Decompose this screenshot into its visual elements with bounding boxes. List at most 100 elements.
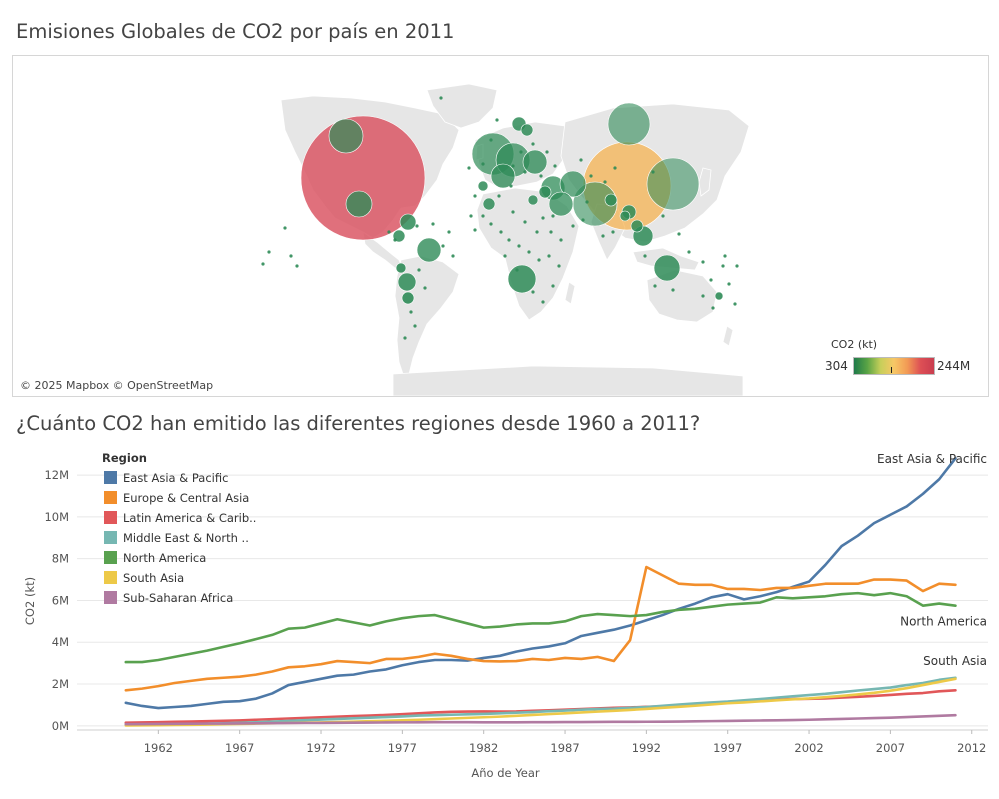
country-bubble[interactable] — [523, 220, 527, 224]
legend-item-label[interactable]: East Asia & Pacific — [123, 471, 228, 485]
country-bubble[interactable] — [397, 272, 417, 292]
country-bubble[interactable] — [517, 244, 521, 248]
country-bubble[interactable] — [399, 213, 417, 231]
country-bubble[interactable] — [653, 254, 681, 282]
country-bubble[interactable] — [473, 194, 477, 198]
country-bubble[interactable] — [604, 193, 618, 207]
country-bubble[interactable] — [571, 224, 575, 228]
legend-item-label[interactable]: Europe & Central Asia — [123, 491, 249, 505]
country-bubble[interactable] — [511, 164, 515, 168]
country-bubble[interactable] — [613, 166, 617, 170]
legend-swatch[interactable] — [104, 591, 117, 604]
country-bubble[interactable] — [417, 268, 421, 272]
country-bubble[interactable] — [653, 284, 657, 288]
country-bubble[interactable] — [509, 184, 513, 188]
country-bubble[interactable] — [547, 254, 551, 258]
country-bubble[interactable] — [289, 254, 293, 258]
legend-swatch[interactable] — [104, 531, 117, 544]
country-bubble[interactable] — [661, 214, 665, 218]
series-line-europe-central-asia[interactable] — [124, 565, 957, 692]
country-bubble[interactable] — [643, 254, 647, 258]
country-bubble[interactable] — [520, 123, 534, 137]
country-bubble[interactable] — [539, 174, 543, 178]
country-bubble[interactable] — [531, 142, 535, 146]
country-bubble[interactable] — [495, 118, 499, 122]
country-bubble[interactable] — [490, 163, 516, 189]
country-bubble[interactable] — [519, 150, 523, 154]
country-bubble[interactable] — [527, 194, 539, 206]
country-bubble[interactable] — [523, 170, 527, 174]
country-bubble[interactable] — [403, 336, 407, 340]
country-bubble[interactable] — [549, 230, 553, 234]
country-bubble[interactable] — [261, 262, 265, 266]
country-bubble[interactable] — [687, 250, 691, 254]
country-bubble[interactable] — [489, 222, 493, 226]
country-bubble[interactable] — [603, 180, 607, 184]
legend-swatch[interactable] — [104, 551, 117, 564]
country-bubble[interactable] — [328, 118, 364, 154]
country-bubble[interactable] — [416, 237, 442, 263]
country-bubble[interactable] — [589, 174, 593, 178]
country-bubble[interactable] — [677, 232, 681, 236]
country-bubble[interactable] — [630, 219, 644, 233]
legend-item-label[interactable]: Middle East & North .. — [123, 531, 249, 545]
country-bubble[interactable] — [709, 278, 713, 282]
country-bubble[interactable] — [548, 191, 574, 217]
country-bubble[interactable] — [489, 138, 493, 142]
country-bubble[interactable] — [601, 234, 605, 238]
legend-swatch[interactable] — [104, 511, 117, 524]
legend-swatch[interactable] — [104, 491, 117, 504]
country-bubble[interactable] — [701, 294, 705, 298]
country-bubble[interactable] — [511, 210, 515, 214]
country-bubble[interactable] — [541, 216, 545, 220]
country-bubble[interactable] — [727, 282, 731, 286]
country-bubble[interactable] — [541, 300, 545, 304]
country-bubble[interactable] — [439, 96, 443, 100]
country-bubble[interactable] — [401, 291, 415, 305]
country-bubble[interactable] — [395, 262, 407, 274]
series-line-middle-east-north-africa[interactable] — [124, 676, 957, 727]
country-bubble[interactable] — [531, 290, 535, 294]
country-bubble[interactable] — [735, 264, 739, 268]
country-bubble[interactable] — [581, 218, 585, 222]
country-bubble[interactable] — [413, 324, 417, 328]
legend-item-label[interactable]: North America — [123, 551, 206, 565]
legend-swatch[interactable] — [104, 471, 117, 484]
country-bubble[interactable] — [721, 264, 725, 268]
country-bubble[interactable] — [651, 170, 655, 174]
country-bubble[interactable] — [467, 166, 471, 170]
country-bubble[interactable] — [481, 214, 485, 218]
world-map[interactable]: © 2025 Mapbox © OpenStreetMap CO2 (kt) 3… — [12, 55, 989, 397]
country-bubble[interactable] — [345, 190, 373, 218]
legend-item-label[interactable]: South Asia — [123, 571, 184, 585]
country-bubble[interactable] — [283, 226, 287, 230]
country-bubble[interactable] — [611, 230, 615, 234]
country-bubble[interactable] — [409, 310, 413, 314]
country-bubble[interactable] — [295, 264, 299, 268]
country-bubble[interactable] — [551, 284, 555, 288]
country-bubble[interactable] — [393, 238, 397, 242]
country-bubble[interactable] — [507, 238, 511, 242]
country-bubble[interactable] — [559, 170, 587, 198]
country-bubble[interactable] — [499, 230, 503, 234]
country-bubble[interactable] — [714, 291, 724, 301]
country-bubble[interactable] — [711, 306, 715, 310]
country-bubble[interactable] — [469, 214, 473, 218]
country-bubble[interactable] — [507, 264, 537, 294]
country-bubble[interactable] — [447, 230, 451, 234]
country-bubble[interactable] — [415, 224, 419, 228]
country-bubble[interactable] — [497, 194, 501, 198]
country-bubble[interactable] — [503, 254, 507, 258]
country-bubble[interactable] — [515, 268, 519, 272]
legend-item-label[interactable]: Sub-Saharan Africa — [123, 591, 233, 605]
country-bubble[interactable] — [607, 102, 651, 146]
country-bubble[interactable] — [441, 244, 445, 248]
country-bubble[interactable] — [619, 210, 631, 222]
country-bubble[interactable] — [557, 264, 561, 268]
country-bubble[interactable] — [551, 214, 555, 218]
country-bubble[interactable] — [451, 254, 455, 258]
country-bubble[interactable] — [733, 302, 737, 306]
country-bubble[interactable] — [545, 150, 549, 154]
country-bubble[interactable] — [538, 185, 552, 199]
line-chart[interactable]: 0M 2M 4M 6M 8M 10M 12M 1962 1967 1972 1977 1982 1987… — [0, 440, 999, 799]
